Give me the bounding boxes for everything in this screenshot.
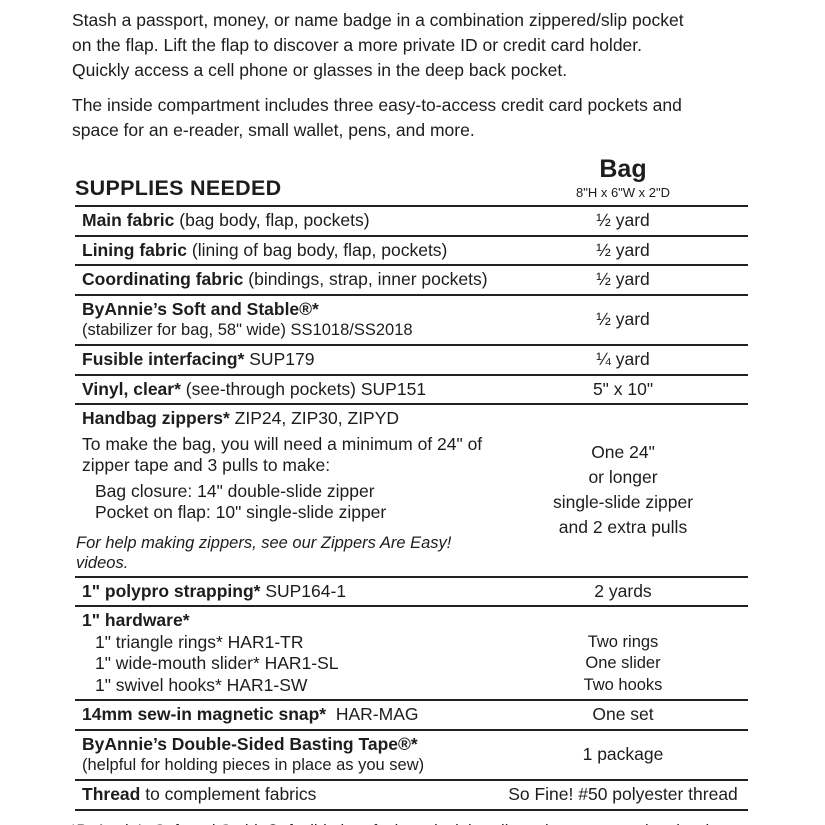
- row-value: 5" x 10": [592, 378, 654, 399]
- row-label: Handbag zippers* ZIP24, ZIP30, ZIPYD To …: [75, 408, 498, 573]
- row-value: One 24" or longer single-slide zipper an…: [552, 442, 694, 538]
- row-value: 1 package: [582, 744, 664, 764]
- bag-column-title: Bag: [599, 155, 647, 183]
- row-value: One set: [592, 704, 654, 724]
- hardware-item: 1" triangle rings* HAR1-TR: [95, 631, 304, 652]
- intro-p2-line: The inside compartment includes three ea…: [72, 95, 682, 115]
- row-label: Lining fabric (lining of bag body, flap,…: [82, 239, 448, 260]
- table-header: SUPPLIES NEEDED Bag 8"H x 6"W x 2"D: [75, 155, 748, 201]
- row-handbag-zippers: Handbag zippers* ZIP24, ZIP30, ZIPYD To …: [75, 405, 748, 578]
- row-label: 14mm sew-in magnetic snap* HAR-MAG: [82, 704, 419, 724]
- row-sublabel: (stabilizer for bag, 58" wide) SS1018/SS…: [82, 321, 413, 339]
- row-main-fabric: Main fabric (bag body, flap, pockets) ½ …: [75, 207, 748, 237]
- row-coordinating-fabric: Coordinating fabric (bindings, strap, in…: [75, 266, 748, 296]
- intro-p1-line: Quickly access a cell phone or glasses i…: [72, 60, 568, 80]
- footnote-line: *ByAnnie’s Soft and Stable®, fusible int…: [70, 820, 750, 825]
- zipper-description: To make the bag, you will need a minimum…: [82, 433, 483, 476]
- page-content: Stash a passport, money, or name badge i…: [70, 8, 750, 825]
- supplies-table: Main fabric (bag body, flap, pockets) ½ …: [75, 205, 748, 811]
- bag-dimensions: 8"H x 6"W x 2"D: [575, 185, 671, 200]
- intro-p1-line: Stash a passport, money, or name badge i…: [72, 10, 684, 30]
- row-soft-and-stable: ByAnnie’s Soft and Stable®* (stabilizer …: [75, 296, 748, 346]
- row-sublabel: (helpful for holding pieces in place as …: [82, 756, 425, 774]
- row-label: 1" hardware* 1" triangle rings* HAR1-TR …: [75, 610, 498, 696]
- zipper-item: Bag closure: 14" double-slide zipper: [95, 480, 375, 501]
- intro-paragraph-1: Stash a passport, money, or name badge i…: [72, 8, 750, 83]
- row-label: Fusible interfacing* SUP179: [82, 349, 315, 369]
- row-label: Vinyl, clear* (see-through pockets) SUP1…: [82, 378, 427, 399]
- row-value: ½ yard: [596, 309, 650, 329]
- row-value: ½ yard: [596, 269, 650, 289]
- zipper-items: Bag closure: 14" double-slide zipper Poc…: [95, 481, 498, 524]
- row-lining-fabric: Lining fabric (lining of bag body, flap,…: [75, 237, 748, 266]
- hardware-items: 1" triangle rings* HAR1-TR 1" wide-mouth…: [95, 632, 498, 697]
- row-value: Two rings One slider Two hooks: [583, 632, 663, 694]
- row-label: ByAnnie’s Double-Sided Basting Tape®* (h…: [75, 734, 498, 777]
- row-label: Coordinating fabric (bindings, strap, in…: [82, 269, 488, 289]
- row-value: ½ yard: [596, 239, 650, 260]
- bag-column-header: Bag 8"H x 6"W x 2"D: [498, 155, 748, 201]
- row-basting-tape: ByAnnie’s Double-Sided Basting Tape®* (h…: [75, 731, 748, 781]
- row-value: ½ yard: [596, 210, 650, 230]
- intro-p2-line: space for an e-reader, small wallet, pen…: [72, 120, 475, 140]
- row-label: ByAnnie’s Soft and Stable®* (stabilizer …: [75, 299, 498, 342]
- row-label: Thread to complement fabrics: [82, 784, 317, 804]
- zipper-help-note: For help making zippers, see our Zippers…: [76, 533, 452, 572]
- row-label: Main fabric (bag body, flap, pockets): [82, 210, 370, 230]
- intro-paragraph-2: The inside compartment includes three ea…: [72, 93, 750, 143]
- zipper-item: Pocket on flap: 10" single-slide zipper: [95, 502, 387, 522]
- row-thread: Thread to complement fabrics So Fine! #5…: [75, 781, 748, 811]
- intro-p1-line: on the flap. Lift the flap to discover a…: [72, 35, 643, 55]
- row-hardware: 1" hardware* 1" triangle rings* HAR1-TR …: [75, 607, 748, 701]
- row-magnetic-snap: 14mm sew-in magnetic snap* HAR-MAG One s…: [75, 701, 748, 731]
- row-vinyl-clear: Vinyl, clear* (see-through pockets) SUP1…: [75, 376, 748, 405]
- row-fusible-interfacing: Fusible interfacing* SUP179 ¼ yard: [75, 346, 748, 376]
- row-value: ¼ yard: [596, 349, 650, 369]
- row-label: 1" polypro strapping* SUP164-1: [82, 580, 347, 601]
- row-polypro-strapping: 1" polypro strapping* SUP164-1 2 yards: [75, 578, 748, 607]
- hardware-item: 1" swivel hooks* HAR1-SW: [95, 674, 308, 695]
- hardware-item: 1" wide-mouth slider* HAR1-SL: [95, 653, 339, 673]
- row-value: 2 yards: [594, 580, 652, 601]
- row-value: So Fine! #50 polyester thread: [508, 784, 738, 804]
- supplies-needed-title: SUPPLIES NEEDED: [75, 176, 282, 200]
- footnote: *ByAnnie’s Soft and Stable®, fusible int…: [70, 820, 750, 825]
